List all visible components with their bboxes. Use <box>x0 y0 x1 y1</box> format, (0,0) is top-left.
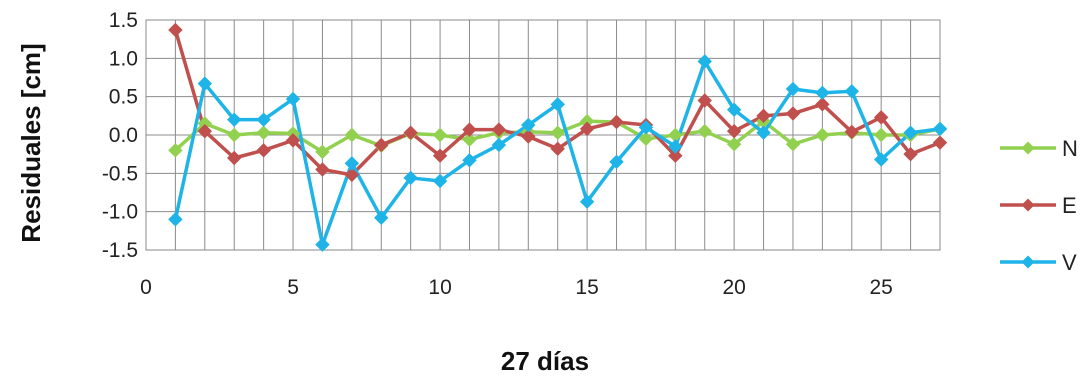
data-point-e <box>609 114 624 130</box>
data-point-e <box>403 125 418 140</box>
data-point-v <box>521 117 536 133</box>
data-point-e <box>256 143 271 158</box>
data-point-e <box>521 129 536 144</box>
data-point-n <box>873 127 889 143</box>
data-point-v <box>579 194 595 209</box>
axes: 1.5 1.0 0.5 0.0 -0.5 -1.0 -1.50 5 10 15 20 25 <box>102 9 941 299</box>
legend: N E V <box>1000 136 1078 275</box>
y-tick-label: -1.5 <box>102 239 138 262</box>
data-point-n <box>256 125 271 140</box>
data-point-n <box>462 132 477 147</box>
data-point-v <box>903 125 918 140</box>
y-tick-label: -1.0 <box>102 201 138 224</box>
data-point-e <box>697 93 712 108</box>
data-point-v <box>844 84 859 99</box>
y-axis-title: Residuales [cm] <box>16 43 46 242</box>
data-point-v <box>256 112 271 127</box>
data-point-e <box>873 110 889 125</box>
y-tick-label: 1.0 <box>109 47 138 70</box>
data-point-v <box>785 81 801 97</box>
y-tick-label: -0.5 <box>102 162 138 185</box>
legend-marker-v <box>1021 255 1035 269</box>
data-point-e <box>197 123 213 139</box>
data-point-e <box>844 124 859 140</box>
data-point-n <box>315 144 330 160</box>
x-tick-label: 10 <box>428 276 451 299</box>
data-point-v <box>344 156 360 171</box>
x-tick-label: 0 <box>140 276 152 299</box>
x-tick-label: 25 <box>870 276 893 299</box>
data-point-e <box>815 97 830 112</box>
legend-label-v: V <box>1062 250 1077 275</box>
data-point-e <box>726 123 742 139</box>
data-point-v <box>932 121 948 137</box>
data-point-e <box>168 22 183 38</box>
data-point-e <box>491 122 507 137</box>
legend-marker-n <box>1021 141 1035 155</box>
series-markers <box>168 22 948 252</box>
data-point-v <box>491 137 507 153</box>
data-point-n <box>432 127 448 143</box>
data-point-e <box>550 141 565 157</box>
data-point-e <box>932 135 948 150</box>
y-tick-label: 1.5 <box>109 9 138 32</box>
data-point-v <box>609 154 624 170</box>
x-tick-label: 5 <box>287 276 299 299</box>
data-point-v <box>403 170 418 186</box>
data-point-e <box>668 148 683 163</box>
data-point-v <box>756 125 771 140</box>
data-point-n <box>227 127 242 143</box>
data-point-v <box>432 173 448 189</box>
data-point-v <box>315 237 330 252</box>
data-point-v <box>168 212 183 227</box>
data-point-v <box>873 152 889 167</box>
data-point-v <box>550 97 565 112</box>
data-point-n <box>550 125 565 140</box>
data-point-v <box>285 91 301 107</box>
data-point-v <box>697 54 712 69</box>
data-point-e <box>374 137 389 153</box>
data-point-v <box>668 139 683 154</box>
data-point-n <box>168 143 183 158</box>
data-point-v <box>197 76 213 91</box>
data-point-v <box>462 153 477 168</box>
legend-label-n: N <box>1062 136 1078 161</box>
data-point-n <box>697 123 712 139</box>
y-tick-label: 0.0 <box>109 124 138 147</box>
data-point-v <box>638 120 654 135</box>
data-point-e <box>756 108 771 124</box>
data-point-e <box>227 150 242 166</box>
data-point-e <box>903 146 918 162</box>
data-point-n <box>785 136 801 152</box>
data-point-v <box>726 102 742 117</box>
data-point-e <box>432 148 448 163</box>
data-point-e <box>285 133 301 148</box>
data-point-e <box>315 162 330 177</box>
data-point-e <box>462 122 477 137</box>
data-point-v <box>227 112 242 127</box>
data-point-e <box>785 106 801 121</box>
data-point-e <box>344 167 360 183</box>
y-tick-label: 0.5 <box>109 86 138 109</box>
data-point-n <box>638 131 654 147</box>
data-point-n <box>726 136 742 152</box>
x-tick-label: 20 <box>722 276 745 299</box>
legend-label-e: E <box>1062 193 1077 218</box>
legend-marker-e <box>1021 198 1035 212</box>
x-axis-title: 27 días <box>501 346 589 376</box>
data-point-n <box>344 127 360 143</box>
data-point-v <box>374 210 389 226</box>
data-point-n <box>815 127 830 143</box>
data-point-e <box>579 121 595 137</box>
data-point-v <box>815 85 830 101</box>
x-tick-label: 15 <box>575 276 598 299</box>
